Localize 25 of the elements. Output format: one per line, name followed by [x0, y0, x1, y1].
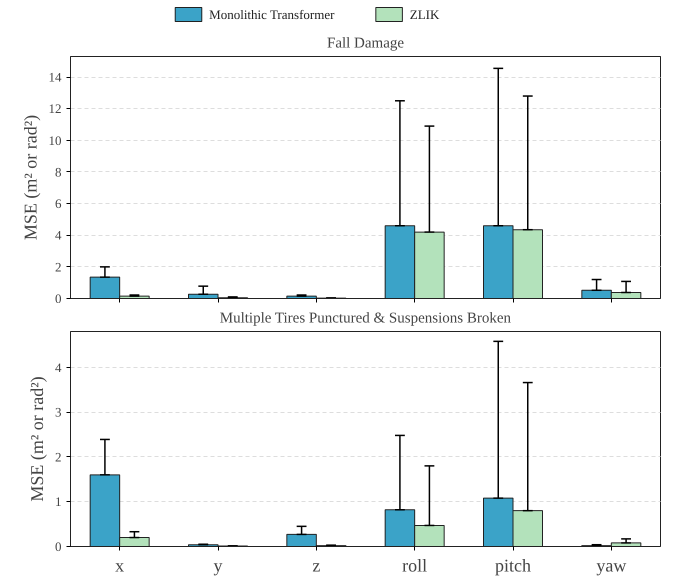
y-axis-title: MSE (m² or rad²) — [20, 114, 40, 240]
y-tick-label: 14 — [48, 70, 62, 85]
x-tick-label: x — [115, 556, 124, 576]
y-tick-label: 12 — [48, 101, 62, 116]
y-axis-title: MSE (m² or rad²) — [27, 376, 47, 502]
legend-label: ZLIK — [410, 7, 440, 22]
y-tick-label: 10 — [48, 132, 62, 148]
x-tick-label: y — [214, 556, 222, 576]
y-tick-label: 4 — [55, 360, 62, 375]
x-tick-label: pitch — [495, 556, 532, 576]
legend-label: Monolithic Transformer — [209, 7, 336, 22]
y-tick-label: 2 — [55, 449, 62, 464]
y-tick-label: 3 — [55, 404, 62, 420]
y-tick-label: 8 — [55, 164, 62, 180]
y-tick-label: 6 — [55, 196, 62, 212]
chart-title: Fall Damage — [326, 36, 404, 52]
y-tick-label: 2 — [55, 259, 62, 274]
x-tick-label: yaw — [596, 556, 626, 576]
x-tick-label: z — [312, 556, 320, 576]
y-tick-label: 4 — [55, 228, 62, 243]
y-tick-label: 0 — [55, 539, 62, 554]
y-tick-label: 0 — [55, 291, 62, 306]
x-tick-label: roll — [402, 556, 428, 576]
chart-title: Multiple Tires Punctured & Suspensions Broken — [220, 310, 512, 326]
y-tick-label: 1 — [55, 494, 62, 510]
